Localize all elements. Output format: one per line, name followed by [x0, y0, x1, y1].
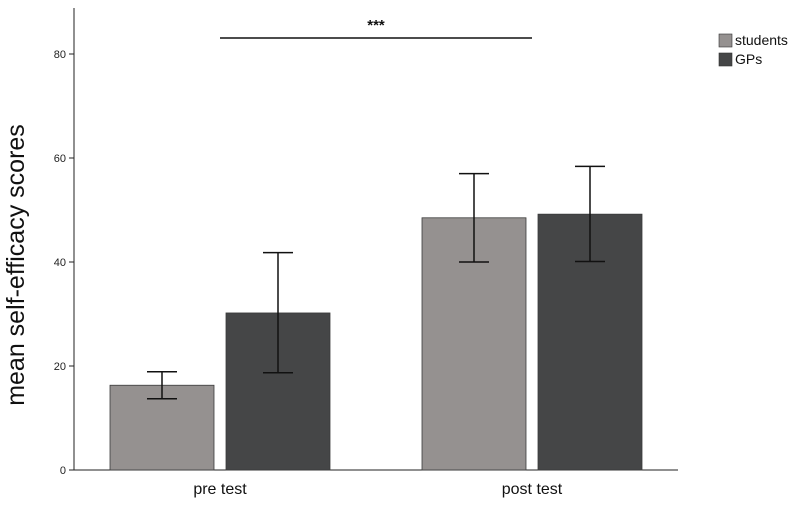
- y-tick-label-40: 40: [54, 257, 66, 269]
- y-tick-label-20: 20: [54, 361, 66, 373]
- y-tick-label-60: 60: [54, 153, 66, 165]
- error-bar-students-pre-test: [147, 370, 177, 400]
- x-tick-label-post-test: post test: [502, 481, 563, 498]
- plot-area: 0 20 40 60 80 pre test post test ***: [54, 8, 678, 498]
- x-tick-label-pre-test: pre test: [193, 481, 247, 498]
- legend: students GPs: [718, 32, 788, 67]
- y-tick-label-0: 0: [60, 465, 66, 477]
- legend-swatch-students: [718, 33, 733, 48]
- error-bar-gps-pre-test: [263, 251, 293, 374]
- error-bar-gps-post-test: [575, 165, 605, 263]
- legend-swatch-gps: [718, 52, 733, 67]
- error-bar-students-post-test: [459, 172, 489, 263]
- legend-label-students: students: [735, 32, 788, 48]
- y-tick-label-80: 80: [54, 49, 66, 61]
- legend-label-gps: GPs: [735, 51, 762, 67]
- significance-label: ***: [367, 17, 385, 34]
- y-axis-label: mean self-efficacy scores: [2, 124, 30, 406]
